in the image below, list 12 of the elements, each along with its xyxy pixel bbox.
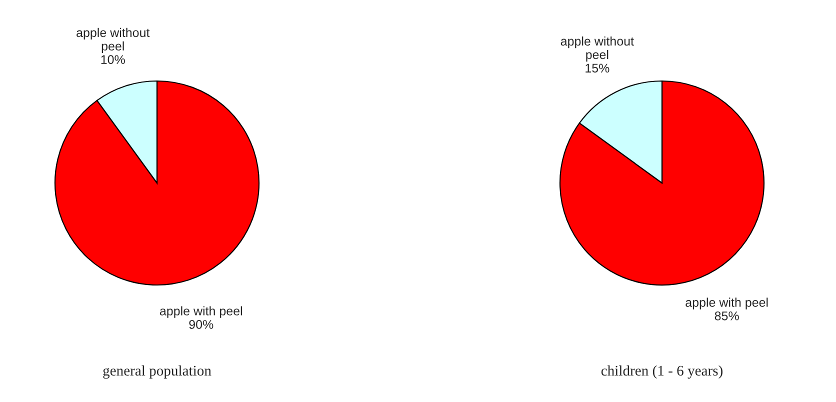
slice-label: apple with peel (160, 306, 242, 318)
data-label: 10% (101, 55, 125, 64)
data-label: 15% (586, 64, 610, 73)
slice-label: apple without peel (560, 36, 634, 62)
data-label: 85% (714, 311, 739, 320)
text: general population (103, 365, 212, 379)
slice-label: apple without peel (76, 28, 150, 54)
data-label: 90% (189, 320, 214, 329)
text: children (1 - 6 years) (601, 365, 722, 379)
pie-slice (54, 80, 260, 286)
pie-slice (559, 80, 765, 286)
slice-label: apple with peel (686, 298, 768, 310)
